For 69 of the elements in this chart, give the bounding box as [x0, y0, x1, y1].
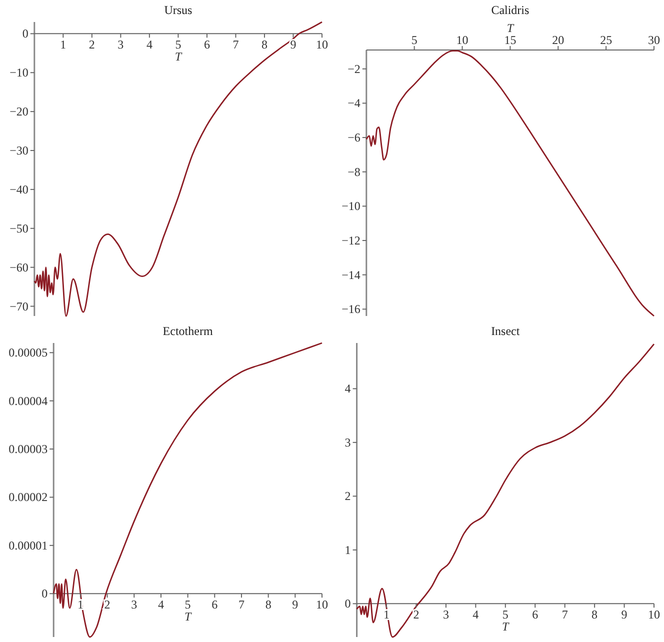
x-tick-label: 5 — [502, 608, 508, 622]
y-tick-label: −60 — [10, 260, 28, 274]
x-tick-label: 6 — [532, 608, 538, 622]
x-tick-label: 4 — [158, 598, 164, 612]
x-tick-label: 10 — [456, 33, 468, 47]
y-tick-label: 2 — [344, 489, 351, 504]
y-tick-label: −10 — [10, 66, 28, 80]
chart-title: Ursus — [164, 3, 193, 17]
y-tick-label: −50 — [10, 221, 28, 236]
x-tick-label: 1 — [60, 38, 66, 52]
x-tick-label: 9 — [621, 608, 628, 622]
x-tick-label: 3 — [118, 38, 124, 52]
y-tick-label: −14 — [342, 268, 360, 282]
x-tick-label: 8 — [265, 598, 272, 612]
x-tick-label: 10 — [316, 38, 328, 52]
chart-title: Ectotherm — [162, 324, 214, 338]
x-tick-label: 7 — [232, 38, 239, 52]
y-tick-label: −8 — [348, 164, 360, 179]
x-tick-label: 2 — [104, 598, 110, 612]
chart-title: Insect — [491, 324, 520, 338]
x-axis-title: T — [502, 620, 510, 634]
y-tick-label: 0 — [22, 26, 28, 41]
x-tick-label: 4 — [146, 38, 152, 52]
x-tick-label: 5 — [175, 38, 182, 52]
x-tick-label: 4 — [472, 608, 479, 622]
x-tick-label: 20 — [552, 33, 564, 47]
x-tick-label: 2 — [88, 38, 95, 52]
y-tick-label: −16 — [342, 302, 360, 316]
x-tick-label: 2 — [413, 608, 420, 622]
y-tick-label: 0.00004 — [8, 394, 48, 408]
x-tick-label: 30 — [648, 33, 660, 47]
chart-title: Calidris — [491, 3, 530, 17]
y-tick-label: −40 — [10, 182, 28, 196]
x-tick-label: 7 — [238, 598, 244, 612]
x-tick-label: 10 — [648, 608, 660, 622]
x-tick-label: 25 — [600, 33, 612, 47]
x-tick-label: 6 — [212, 598, 218, 612]
y-tick-label: −6 — [348, 130, 360, 145]
x-tick-label: 9 — [292, 598, 298, 612]
x-axis-title: T — [506, 21, 515, 35]
y-tick-label: −10 — [342, 199, 360, 214]
y-tick-label: −12 — [342, 233, 360, 248]
y-tick-label: −70 — [10, 299, 28, 314]
x-tick-label: 8 — [592, 608, 598, 622]
y-tick-label: −2 — [348, 62, 360, 76]
y-tick-label: 0.00002 — [8, 490, 48, 504]
x-tick-label: 5 — [411, 33, 418, 47]
y-tick-label: −20 — [10, 104, 28, 119]
y-tick-label: 0 — [42, 586, 48, 601]
y-tick-label: 3 — [344, 435, 351, 450]
x-tick-label: 15 — [504, 33, 516, 47]
x-axis-title: T — [174, 50, 183, 64]
x-tick-label: 5 — [184, 598, 191, 612]
x-tick-label: 7 — [562, 608, 568, 622]
x-tick-label: 10 — [316, 598, 328, 612]
y-tick-label: 4 — [344, 382, 351, 396]
x-tick-label: 9 — [290, 38, 296, 52]
y-tick-label: 0.00001 — [8, 538, 48, 552]
y-tick-label: 0.00003 — [8, 442, 48, 456]
y-tick-label: 0.00005 — [8, 346, 48, 360]
x-tick-label: 6 — [204, 38, 210, 52]
y-tick-label: 0 — [344, 596, 351, 611]
y-tick-label: −4 — [348, 96, 360, 110]
x-axis-title: T — [184, 610, 192, 624]
y-tick-label: 1 — [344, 542, 351, 557]
x-tick-label: 3 — [131, 598, 138, 612]
x-tick-label: 3 — [442, 608, 449, 622]
x-tick-label: 8 — [261, 38, 268, 52]
y-tick-label: −30 — [10, 144, 28, 158]
